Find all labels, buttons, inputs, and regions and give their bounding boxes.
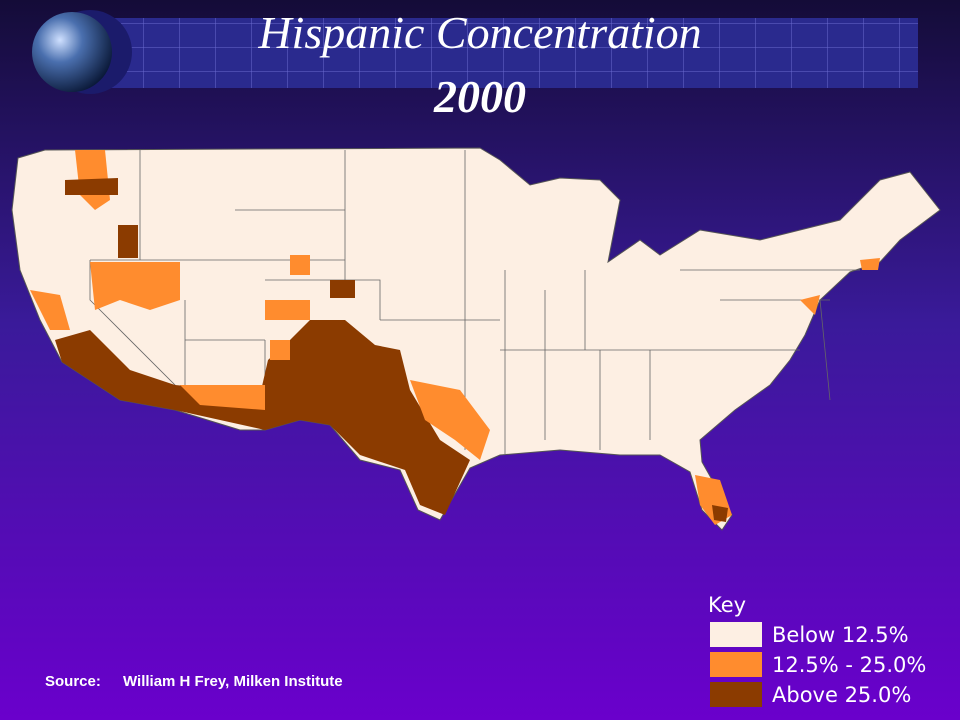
banner — [32, 10, 918, 94]
source-label: Source: — [45, 673, 101, 690]
title: Hispanic Concentration — [257, 7, 701, 58]
region-mixed-2 — [180, 385, 265, 410]
region-high-2 — [65, 178, 118, 195]
region-high-3 — [118, 225, 138, 258]
region-southwest — [55, 320, 470, 515]
us-map — [11, 147, 941, 531]
region-mixed-1 — [90, 262, 180, 310]
region-mixed-6 — [265, 300, 310, 360]
region-high-4 — [712, 505, 728, 522]
region-high-5 — [330, 280, 355, 298]
banner-grid — [105, 18, 918, 88]
source-text: William H Frey, Milken Institute — [123, 673, 343, 690]
title-year: 2000 — [433, 71, 526, 122]
globe — [32, 12, 112, 92]
legend-swatch — [710, 622, 762, 647]
region-mixed-3 — [410, 380, 490, 460]
legend-swatch — [710, 652, 762, 677]
legend-title: Key — [708, 593, 746, 617]
legend: Below 12.5% 12.5% - 25.0% Above 25.0% — [710, 622, 926, 707]
legend-label: 12.5% - 25.0% — [772, 653, 926, 677]
legend-label: Above 25.0% — [772, 683, 911, 707]
legend-label: Below 12.5% — [772, 623, 909, 647]
legend-swatch — [710, 682, 762, 707]
region-mixed-4 — [30, 290, 70, 330]
